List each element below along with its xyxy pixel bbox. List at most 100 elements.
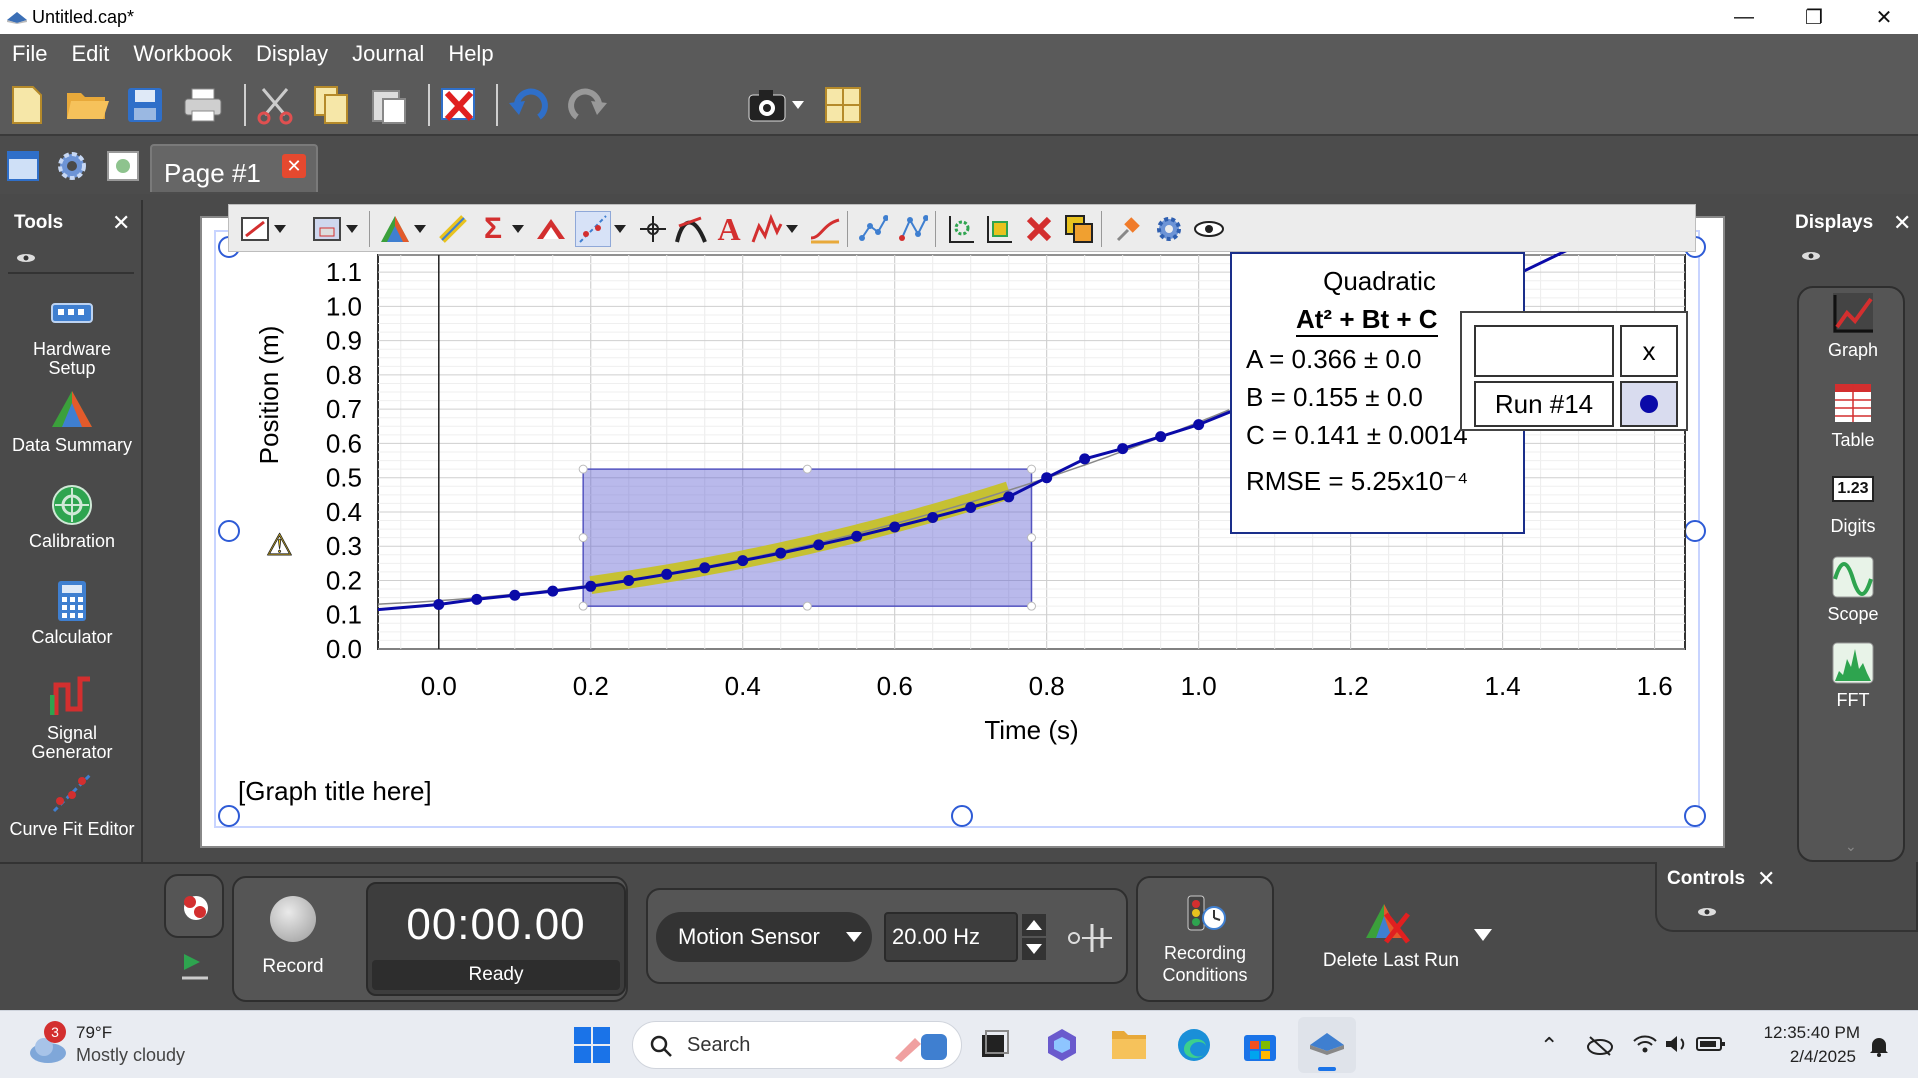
add-y-axis-icon[interactable] xyxy=(943,211,979,247)
microsoft-store-icon[interactable] xyxy=(1242,1027,1278,1063)
settings-gear-icon[interactable] xyxy=(54,148,90,184)
sensor-dropdown[interactable]: Motion Sensor xyxy=(656,912,872,962)
window-view-icon[interactable] xyxy=(6,150,40,182)
statistics-sigma-icon[interactable]: Σ xyxy=(483,212,502,245)
tool-hardware-setup[interactable]: Hardware Setup xyxy=(8,290,136,378)
page-tab-close-icon[interactable]: ✕ xyxy=(282,154,306,178)
resize-handle-ml[interactable] xyxy=(218,520,240,542)
controls-eye-icon[interactable] xyxy=(1697,904,1717,916)
resize-handle-br[interactable] xyxy=(1684,805,1706,827)
save-icon[interactable] xyxy=(122,82,168,128)
remove-icon[interactable] xyxy=(1021,211,1057,247)
coordinates-crosshair-icon[interactable] xyxy=(635,211,671,247)
menu-workbook[interactable]: Workbook xyxy=(133,41,233,66)
run-name[interactable]: Run #14 xyxy=(1474,381,1614,427)
file-explorer-icon[interactable] xyxy=(1110,1027,1148,1061)
data-run-icon[interactable] xyxy=(377,211,413,247)
tool-signal-generator[interactable]: Signal Generator xyxy=(8,674,136,762)
print-icon[interactable] xyxy=(180,82,226,128)
undo-icon[interactable] xyxy=(506,82,552,128)
redo-icon[interactable] xyxy=(564,82,610,128)
graph-title[interactable]: [Graph title here] xyxy=(238,776,432,806)
add-data-icon[interactable] xyxy=(749,211,785,247)
cut-icon[interactable] xyxy=(252,82,298,128)
curve-fit-box[interactable]: Quadratic At² + Bt + C A = 0.366 ± 0.0 B… xyxy=(1230,252,1525,534)
paste-icon[interactable] xyxy=(366,82,412,128)
maximize-button[interactable]: ❐ xyxy=(1805,6,1823,29)
camera-dropdown-icon[interactable] xyxy=(788,82,808,128)
volume-icon[interactable] xyxy=(1664,1033,1690,1055)
run-dropdown-icon[interactable] xyxy=(411,211,429,247)
close-button[interactable]: ✕ xyxy=(1875,6,1893,29)
task-view-icon[interactable] xyxy=(978,1029,1010,1061)
run-marker-icon[interactable] xyxy=(1620,381,1678,427)
resize-handle-bm[interactable] xyxy=(951,805,973,827)
sample-rate-adjust-icon[interactable] xyxy=(1068,920,1114,956)
record-button[interactable] xyxy=(270,896,316,942)
visibility-eye-icon[interactable] xyxy=(1191,211,1227,247)
layout-icon[interactable] xyxy=(820,82,866,128)
camera-icon[interactable] xyxy=(744,82,790,128)
layers-icon[interactable] xyxy=(1061,211,1097,247)
run-popup-x-button[interactable]: x xyxy=(1620,325,1678,377)
selection-handles[interactable] xyxy=(578,464,1036,611)
clock-date[interactable]: 2/4/2025 xyxy=(1789,1047,1856,1066)
displays-eye-icon[interactable] xyxy=(1801,248,1821,260)
eye-icon[interactable] xyxy=(16,250,36,262)
capstone-app-icon[interactable] xyxy=(1298,1017,1356,1073)
menu-edit[interactable]: Edit xyxy=(71,41,110,66)
annotation-text-icon[interactable]: A xyxy=(717,210,741,247)
scale-to-fit-icon[interactable] xyxy=(237,211,273,247)
delete-icon[interactable] xyxy=(436,82,482,128)
tools-panel-close-icon[interactable]: ✕ xyxy=(112,210,131,235)
copy-icon[interactable] xyxy=(308,82,354,128)
weather-icon[interactable] xyxy=(26,1031,70,1065)
delete-run-dropdown-icon[interactable] xyxy=(1474,928,1492,941)
menu-help[interactable]: Help xyxy=(448,41,494,66)
display-scope[interactable]: Scope xyxy=(1799,554,1907,625)
display-table[interactable]: Table xyxy=(1799,380,1907,451)
curve-fit-icon[interactable] xyxy=(575,211,611,247)
graph-properties-gear-icon[interactable] xyxy=(1151,211,1187,247)
fit-dropdown-icon[interactable] xyxy=(611,211,629,247)
controls-panel-close-icon[interactable]: ✕ xyxy=(1757,866,1776,891)
onedrive-icon[interactable] xyxy=(1586,1033,1614,1057)
tool-calculator[interactable]: Calculator xyxy=(8,578,136,647)
record-mode-button[interactable] xyxy=(164,874,224,938)
tool-data-summary[interactable]: Data Summary xyxy=(8,386,136,455)
recording-conditions-group[interactable]: Recording Conditions xyxy=(1136,876,1274,1002)
tool-curve-fit-editor[interactable]: Curve Fit Editor xyxy=(8,770,136,839)
edge-browser-icon[interactable] xyxy=(1176,1027,1212,1063)
copilot-icon[interactable] xyxy=(1044,1027,1080,1063)
clock-time[interactable]: 12:35:40 PM xyxy=(1763,1023,1860,1042)
previous-point-icon[interactable] xyxy=(855,211,891,247)
area-icon[interactable] xyxy=(533,211,569,247)
start-windows-icon[interactable] xyxy=(574,1027,610,1063)
warning-icon[interactable]: ⚠ xyxy=(266,529,294,563)
tray-chevron-icon[interactable]: ⌃ xyxy=(1540,1033,1559,1058)
display-fft[interactable]: FFT xyxy=(1799,640,1907,711)
add-data-dropdown-icon[interactable] xyxy=(783,211,801,247)
slope-tool-icon[interactable] xyxy=(673,211,709,247)
tab-page-1[interactable]: Page #1 ✕ xyxy=(150,144,318,192)
add-plot-area-icon[interactable] xyxy=(981,211,1017,247)
continuous-mode-icon[interactable] xyxy=(178,950,212,984)
sample-rate-field[interactable]: 20.00 Hz xyxy=(884,912,1018,962)
pin-icon[interactable] xyxy=(1111,211,1147,247)
tool-calibration[interactable]: Calibration xyxy=(8,482,136,551)
select-area-icon[interactable] xyxy=(309,211,345,247)
scale-dropdown-icon[interactable] xyxy=(271,211,289,247)
x-axis-label[interactable]: Time (s) xyxy=(984,715,1078,745)
run-filter-field[interactable] xyxy=(1474,325,1614,377)
menu-file[interactable]: File xyxy=(12,41,48,66)
minimize-button[interactable]: — xyxy=(1734,5,1754,28)
taskbar-search-box[interactable]: Search xyxy=(632,1021,962,1069)
delete-last-run-button[interactable]: Delete Last Run xyxy=(1296,900,1486,1000)
stats-dropdown-icon[interactable] xyxy=(509,211,527,247)
y-axis-label[interactable]: Position (m) xyxy=(254,326,284,465)
displays-panel-close-icon[interactable]: ✕ xyxy=(1893,210,1912,235)
new-file-icon[interactable] xyxy=(4,82,50,128)
battery-icon[interactable] xyxy=(1696,1035,1726,1053)
select-dropdown-icon[interactable] xyxy=(343,211,361,247)
resize-handle-bl[interactable] xyxy=(218,805,240,827)
